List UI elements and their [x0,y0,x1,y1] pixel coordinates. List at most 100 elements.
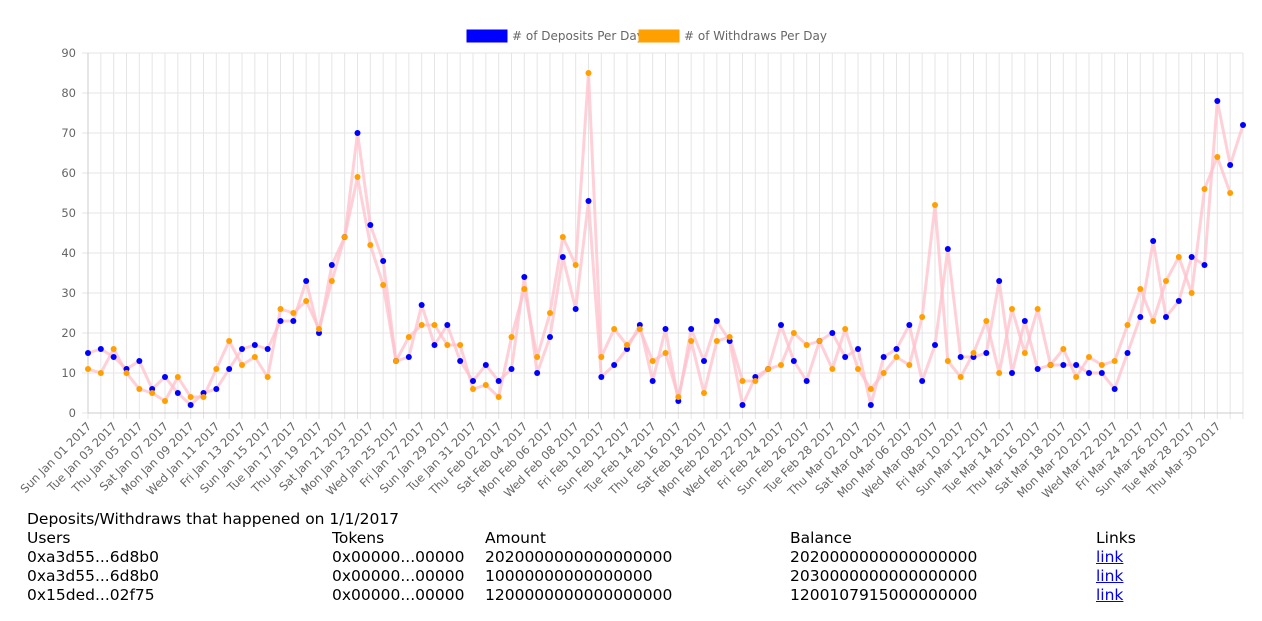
deposit-point [380,258,387,264]
withdraw-point [123,370,130,376]
withdraw-point [880,370,887,376]
withdraw-point [611,326,618,332]
withdraw-point [1009,306,1015,312]
deposit-point [251,342,258,348]
deposit-point [418,302,425,308]
deposit-point [457,358,464,364]
cell-token: 0x00000...00000 [332,548,465,566]
deposit-point [1021,318,1028,324]
deposit-point [906,322,913,328]
withdraw-point [328,278,335,284]
withdraw-point [1034,306,1041,312]
deposit-point [842,354,849,360]
deposit-point [1034,366,1041,372]
cell-user: 0xa3d55...6d8b0 [27,548,159,566]
withdraw-point [534,354,541,360]
withdraw-point [1227,190,1234,196]
table-row: 0x15ded...02f75 0x00000...00000 12000000… [27,586,1257,605]
withdraw-point [752,378,759,384]
y-tick-label: 70 [61,126,76,140]
deposit-point [110,354,117,360]
deposit-point [328,262,335,268]
withdraw-point [1188,290,1195,296]
deposit-point [136,358,143,364]
y-tick-label: 0 [69,406,76,420]
withdraw-point [855,366,861,372]
table-row: 0xa3d55...6d8b0 0x00000...00000 20200000… [27,548,1257,567]
row-link[interactable]: link [1096,586,1124,604]
row-link[interactable]: link [1096,548,1124,566]
cell-balance: 2030000000000000000 [790,567,978,585]
withdraw-point [110,346,117,352]
table-header-row: Users Tokens Amount Balance Links [27,529,1257,548]
deposit-point [1124,350,1131,356]
withdraw-point [675,394,682,400]
deposit-point [867,402,874,408]
withdraw-point [598,354,605,360]
deposit-point [1073,362,1080,368]
deposit-point [880,354,887,360]
deposit-point [688,326,695,332]
withdraw-point [1111,358,1118,364]
table-row: 0xa3d55...6d8b0 0x00000...00000 10000000… [27,567,1257,586]
legend-swatch-deposits[interactable] [466,29,508,43]
deposit-point [264,346,271,352]
cell-token: 0x00000...00000 [332,586,465,604]
deposit-point [559,254,566,260]
withdraw-point [213,366,220,372]
deposit-point [521,274,528,280]
y-tick-label: 30 [61,286,76,300]
deposit-point [778,322,784,328]
withdraw-point [1060,346,1067,352]
withdraw-point [1098,362,1105,368]
legend-label-withdraws[interactable]: # of Withdraws Per Day [684,29,827,43]
deposit-point [739,402,746,408]
header-tokens: Tokens [332,529,385,547]
y-tick-label: 10 [61,366,76,380]
withdraw-point [983,318,990,324]
deposit-point [239,346,245,352]
withdraw-point [726,334,733,340]
cell-user: 0x15ded...02f75 [27,586,155,604]
legend-label-deposits[interactable]: # of Deposits Per Day [512,29,644,43]
withdraw-point [1086,354,1092,360]
withdraw-point [919,314,926,320]
deposit-point [944,246,951,252]
deposit-point [303,278,310,284]
withdraw-point [572,262,579,268]
withdraw-point [944,358,951,364]
withdraw-point [547,310,553,316]
withdraw-point [187,394,194,400]
deposit-point [97,346,104,352]
deposit-point [855,346,861,352]
withdraw-point [457,342,464,348]
deposit-point [482,362,489,368]
deposit-point [932,342,938,348]
deposit-point [1009,370,1015,376]
withdraw-point [829,366,836,372]
withdraw-point [1163,278,1169,284]
deposit-point [444,322,451,328]
withdraw-point [932,202,938,208]
withdraw-point [482,382,489,388]
deposit-point [187,402,194,408]
withdraw-point [1150,318,1157,324]
row-link[interactable]: link [1096,567,1124,585]
withdraw-point [367,242,374,248]
deposit-point [790,358,797,364]
withdraw-point [559,234,566,240]
withdraw-point [508,334,515,340]
deposit-point [1240,122,1246,128]
withdraw-point [957,374,964,380]
withdraw-point [162,398,168,404]
withdraw-point [354,174,361,180]
deposit-point [572,306,579,312]
withdraw-point [1124,322,1131,328]
legend-swatch-withdraws[interactable] [638,29,680,43]
withdraw-point [662,350,669,356]
withdraw-point [649,358,656,364]
withdraw-point [842,326,849,332]
withdraw-point [444,342,451,348]
deposit-point [277,318,284,324]
deposit-point [611,362,618,368]
